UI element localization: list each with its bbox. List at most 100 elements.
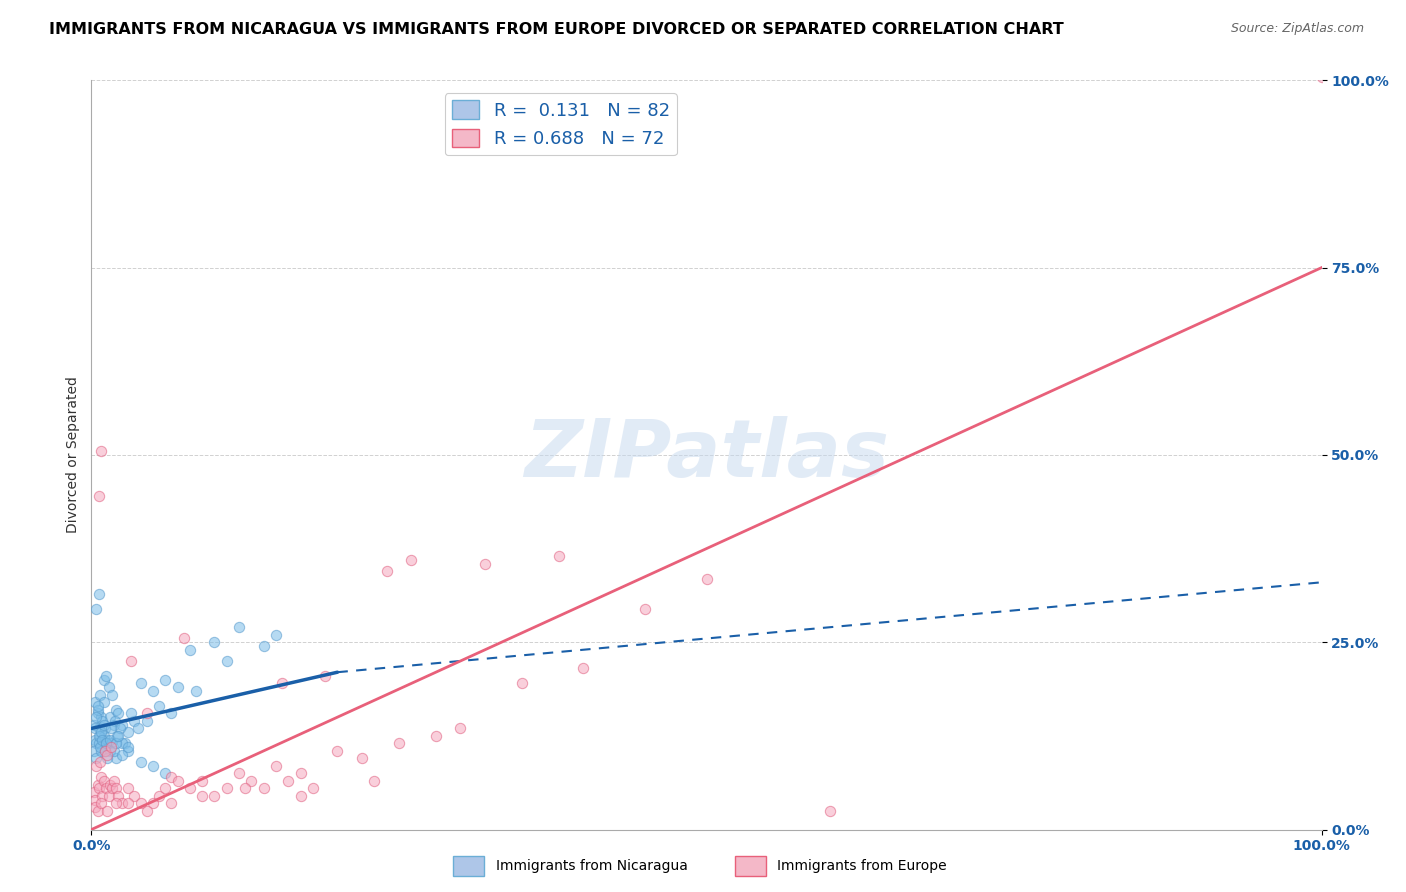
Point bbox=[84, 792, 107, 806]
Point bbox=[425, 729, 447, 743]
Point bbox=[98, 744, 121, 758]
Point bbox=[253, 781, 276, 796]
Point bbox=[96, 804, 118, 818]
Point bbox=[94, 722, 117, 736]
Point bbox=[179, 642, 201, 657]
Point bbox=[129, 755, 152, 769]
Point bbox=[89, 688, 111, 702]
Point bbox=[117, 781, 139, 796]
Point bbox=[96, 669, 117, 683]
Point bbox=[87, 729, 110, 743]
Point bbox=[135, 714, 157, 728]
Point bbox=[103, 744, 125, 758]
Point bbox=[90, 797, 112, 811]
Point bbox=[90, 444, 112, 458]
Point bbox=[84, 732, 107, 747]
Point bbox=[87, 722, 110, 736]
Point bbox=[93, 695, 115, 709]
Point bbox=[86, 706, 108, 721]
Point bbox=[449, 722, 471, 736]
Point bbox=[399, 553, 422, 567]
Point bbox=[191, 789, 214, 803]
Point bbox=[94, 744, 117, 758]
Point bbox=[135, 706, 157, 721]
Point bbox=[90, 710, 112, 724]
Point bbox=[142, 797, 165, 811]
Point bbox=[474, 557, 496, 571]
Point bbox=[100, 740, 122, 755]
Point bbox=[290, 766, 312, 780]
Point bbox=[94, 744, 117, 758]
Text: ZIPatlas: ZIPatlas bbox=[524, 416, 889, 494]
Point bbox=[103, 773, 125, 788]
Point bbox=[148, 698, 170, 713]
Point bbox=[818, 804, 841, 818]
Point bbox=[127, 722, 149, 736]
Point bbox=[105, 736, 127, 750]
Point bbox=[240, 773, 263, 788]
Point bbox=[363, 773, 385, 788]
Point bbox=[83, 744, 105, 758]
Point bbox=[277, 773, 299, 788]
Point bbox=[87, 736, 110, 750]
Point bbox=[191, 773, 214, 788]
Point bbox=[84, 722, 107, 736]
Point bbox=[101, 781, 124, 796]
Point bbox=[96, 751, 118, 765]
Point bbox=[120, 706, 142, 721]
Point bbox=[86, 751, 108, 765]
Point bbox=[228, 620, 250, 634]
Point bbox=[166, 773, 188, 788]
Point bbox=[86, 698, 108, 713]
Point bbox=[98, 732, 121, 747]
Point bbox=[89, 729, 111, 743]
Point bbox=[326, 744, 349, 758]
Point bbox=[179, 781, 201, 796]
Point bbox=[83, 717, 105, 731]
Point bbox=[90, 744, 112, 758]
Point bbox=[160, 706, 183, 721]
Point bbox=[97, 680, 120, 694]
Point bbox=[117, 744, 139, 758]
Point bbox=[160, 770, 183, 784]
Point bbox=[314, 669, 336, 683]
Point bbox=[572, 661, 595, 675]
Point bbox=[173, 632, 195, 646]
Point bbox=[142, 684, 165, 698]
Text: Immigrants from Nicaragua: Immigrants from Nicaragua bbox=[495, 859, 688, 873]
Point bbox=[86, 759, 108, 773]
Point bbox=[96, 732, 118, 747]
Point bbox=[100, 736, 122, 750]
Point bbox=[91, 732, 114, 747]
Point bbox=[184, 684, 207, 698]
Point bbox=[87, 586, 110, 600]
Point bbox=[84, 800, 107, 814]
Point bbox=[114, 736, 136, 750]
Y-axis label: Divorced or Separated: Divorced or Separated bbox=[66, 376, 80, 533]
Point bbox=[120, 654, 142, 668]
Point bbox=[87, 781, 110, 796]
Point bbox=[124, 714, 146, 728]
Point bbox=[89, 740, 111, 755]
Point bbox=[117, 797, 139, 811]
Text: Source: ZipAtlas.com: Source: ZipAtlas.com bbox=[1230, 22, 1364, 36]
Point bbox=[90, 770, 112, 784]
Point bbox=[301, 781, 323, 796]
Point bbox=[87, 489, 110, 503]
Point bbox=[160, 797, 183, 811]
Point bbox=[107, 789, 129, 803]
Point bbox=[202, 635, 225, 649]
Point bbox=[93, 717, 115, 731]
Legend: R =  0.131   N = 82, R = 0.688   N = 72: R = 0.131 N = 82, R = 0.688 N = 72 bbox=[444, 93, 676, 155]
Point bbox=[510, 676, 533, 690]
Point bbox=[105, 781, 127, 796]
Point bbox=[111, 747, 134, 762]
Point bbox=[86, 778, 108, 792]
Point bbox=[111, 736, 134, 750]
Point bbox=[96, 781, 117, 796]
Text: IMMIGRANTS FROM NICARAGUA VS IMMIGRANTS FROM EUROPE DIVORCED OR SEPARATED CORREL: IMMIGRANTS FROM NICARAGUA VS IMMIGRANTS … bbox=[49, 22, 1064, 37]
Point bbox=[91, 789, 114, 803]
Point bbox=[148, 789, 170, 803]
Point bbox=[290, 789, 312, 803]
Point bbox=[105, 797, 127, 811]
